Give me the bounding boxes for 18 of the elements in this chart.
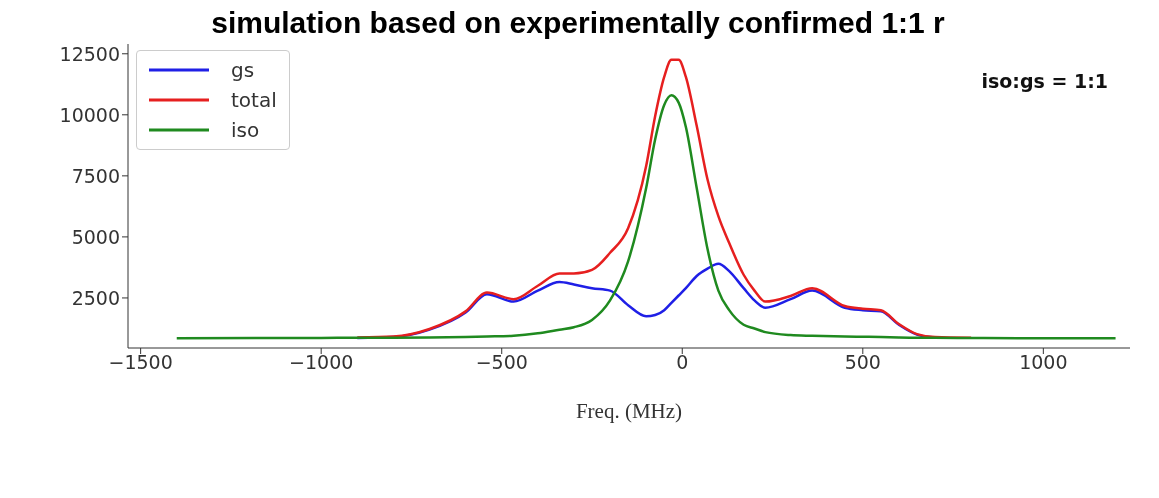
y-tick-label: 7500 [71,164,120,187]
x-tick-label: −1500 [108,351,173,374]
x-tick-label: 500 [844,351,881,374]
chart-title: simulation based on experimentally confirmed 1:1 r [210,6,946,39]
x-axis-title: Freq. (MHz) [575,399,683,423]
y-tick-label: 12500 [59,42,120,65]
y-tick-label: 5000 [71,225,120,248]
y-tick-label: 2500 [71,286,120,309]
x-tick-label: −500 [475,351,528,374]
line-series [175,94,1117,340]
y-tick-label: 10000 [59,103,120,126]
legend-label: total [231,88,277,112]
x-tick-label: 1000 [1019,351,1068,374]
annotation: iso:gs = 1:1 [981,70,1108,92]
x-tick-label: −1000 [289,351,354,374]
legend-label: iso [231,118,260,142]
legend-label: gs [231,58,255,82]
x-tick-label: 0 [676,351,689,374]
